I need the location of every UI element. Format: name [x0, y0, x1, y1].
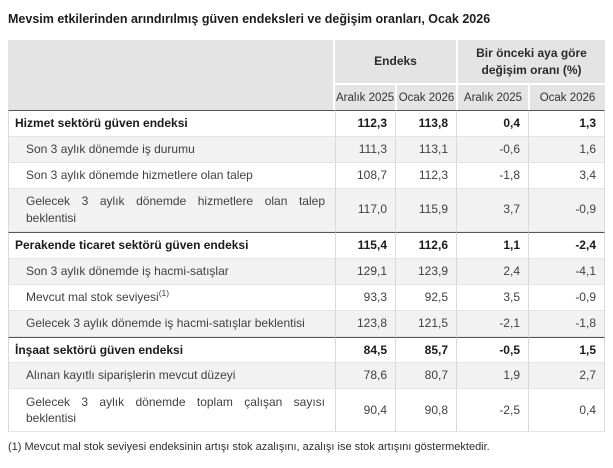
table-row: Son 3 aylık dönemde hizmetlere olan tale… [8, 162, 605, 189]
table-row: Gelecek 3 aylık dönemde hizmetlere olan … [8, 188, 605, 232]
table-row: Alınan kayıtlı siparişlerin mevcut düzey… [8, 363, 605, 390]
value-cell: 1,1 [456, 231, 528, 259]
header-group-row: Endeks Bir önceki aya göre değişim oranı… [8, 40, 605, 110]
row-label: Son 3 aylık dönemde iş durumu [8, 136, 335, 163]
column-header-index-jan: Ocak 2026 [395, 85, 456, 110]
value-cell: -0,6 [456, 136, 528, 163]
row-label: Perakende ticaret sektörü güven endeksi [8, 231, 335, 259]
value-cell: 1,3 [528, 110, 605, 137]
column-header-change-jan: Ocak 2026 [528, 85, 605, 110]
value-cell: 1,6 [528, 136, 605, 163]
row-label-text: Mevcut mal stok seviyesi [26, 289, 159, 304]
section-row-services: Hizmet sektörü güven endeksi 112,3 113,8… [8, 110, 605, 137]
value-cell: 123,9 [395, 258, 456, 285]
value-cell: 129,1 [335, 258, 395, 285]
row-label: Mevcut mal stok seviyesi(1) [8, 284, 335, 311]
confidence-index-table: Endeks Bir önceki aya göre değişim oranı… [8, 40, 605, 433]
value-cell: 0,4 [528, 389, 605, 433]
value-cell: -4,1 [528, 258, 605, 285]
value-cell: 111,3 [335, 136, 395, 163]
value-cell: 115,4 [335, 231, 395, 259]
row-label: Son 3 aylık dönemde hizmetlere olan tale… [8, 162, 335, 189]
section-row-construction: İnşaat sektörü güven endeksi 84,5 85,7 -… [8, 336, 605, 364]
value-cell: 84,5 [335, 336, 395, 364]
footnote: (1) Mevcut mal stok seviyesi endeksinin … [8, 441, 490, 454]
section-row-retail: Perakende ticaret sektörü güven endeksi … [8, 231, 605, 259]
table-row: Son 3 aylık dönemde iş hacmi-satışlar 12… [8, 258, 605, 285]
value-cell: -1,8 [528, 310, 605, 337]
value-cell: 121,5 [395, 310, 456, 337]
value-cell: -2,5 [456, 389, 528, 433]
header-date-row: Aralık 2025 Ocak 2026 Aralık 2025 Ocak 2… [8, 85, 605, 110]
value-cell: 92,5 [395, 284, 456, 311]
row-label: Son 3 aylık dönemde iş hacmi-satışlar [8, 258, 335, 285]
value-cell: 112,3 [395, 162, 456, 189]
row-label: İnşaat sektörü güven endeksi [8, 336, 335, 364]
row-label: Gelecek 3 aylık dönemde toplam çalışan s… [8, 389, 335, 433]
column-header-index-dec: Aralık 2025 [335, 85, 395, 110]
value-cell: 113,8 [395, 110, 456, 137]
row-label: Hizmet sektörü güven endeksi [8, 110, 335, 137]
value-cell: 3,5 [456, 284, 528, 311]
value-cell: 123,8 [335, 310, 395, 337]
value-cell: -1,8 [456, 162, 528, 189]
value-cell: 80,7 [395, 363, 456, 390]
value-cell: 3,7 [456, 188, 528, 232]
value-cell: 2,4 [456, 258, 528, 285]
footnote-marker: (1) [158, 287, 170, 298]
row-label: Gelecek 3 aylık dönemde hizmetlere olan … [8, 188, 335, 232]
value-cell: 112,3 [335, 110, 395, 137]
column-header-change-dec: Aralık 2025 [456, 85, 528, 110]
value-cell: 3,4 [528, 162, 605, 189]
value-cell: -0,9 [528, 188, 605, 232]
value-cell: -0,5 [456, 336, 528, 364]
value-cell: 115,9 [395, 188, 456, 232]
value-cell: 117,0 [335, 188, 395, 232]
value-cell: 90,4 [335, 389, 395, 433]
value-cell: 108,7 [335, 162, 395, 189]
table-row: Gelecek 3 aylık dönemde toplam çalışan s… [8, 389, 605, 433]
value-cell: 1,9 [456, 363, 528, 390]
value-cell: 85,7 [395, 336, 456, 364]
group-header-change: Bir önceki aya göre değişim oranı (%) [456, 40, 605, 85]
value-cell: 0,4 [456, 110, 528, 137]
header-label-spacer [8, 40, 335, 110]
page-title: Mevsim etkilerinden arındırılmış güven e… [8, 12, 491, 26]
value-cell: 93,3 [335, 284, 395, 311]
value-cell: -2,4 [528, 231, 605, 259]
table-row: Son 3 aylık dönemde iş durumu 111,3 113,… [8, 136, 605, 163]
table-row: Mevcut mal stok seviyesi(1) 93,3 92,5 3,… [8, 284, 605, 311]
value-cell: 2,7 [528, 363, 605, 390]
value-cell: -2,1 [456, 310, 528, 337]
value-cell: 78,6 [335, 363, 395, 390]
row-label: Alınan kayıtlı siparişlerin mevcut düzey… [8, 363, 335, 390]
value-cell: 90,8 [395, 389, 456, 433]
table-row: Gelecek 3 aylık dönemde iş hacmi-satışla… [8, 310, 605, 337]
value-cell: -0,9 [528, 284, 605, 311]
row-label: Gelecek 3 aylık dönemde iş hacmi-satışla… [8, 310, 335, 337]
group-header-index: Endeks [335, 40, 456, 85]
value-cell: 1,5 [528, 336, 605, 364]
value-cell: 113,1 [395, 136, 456, 163]
value-cell: 112,6 [395, 231, 456, 259]
